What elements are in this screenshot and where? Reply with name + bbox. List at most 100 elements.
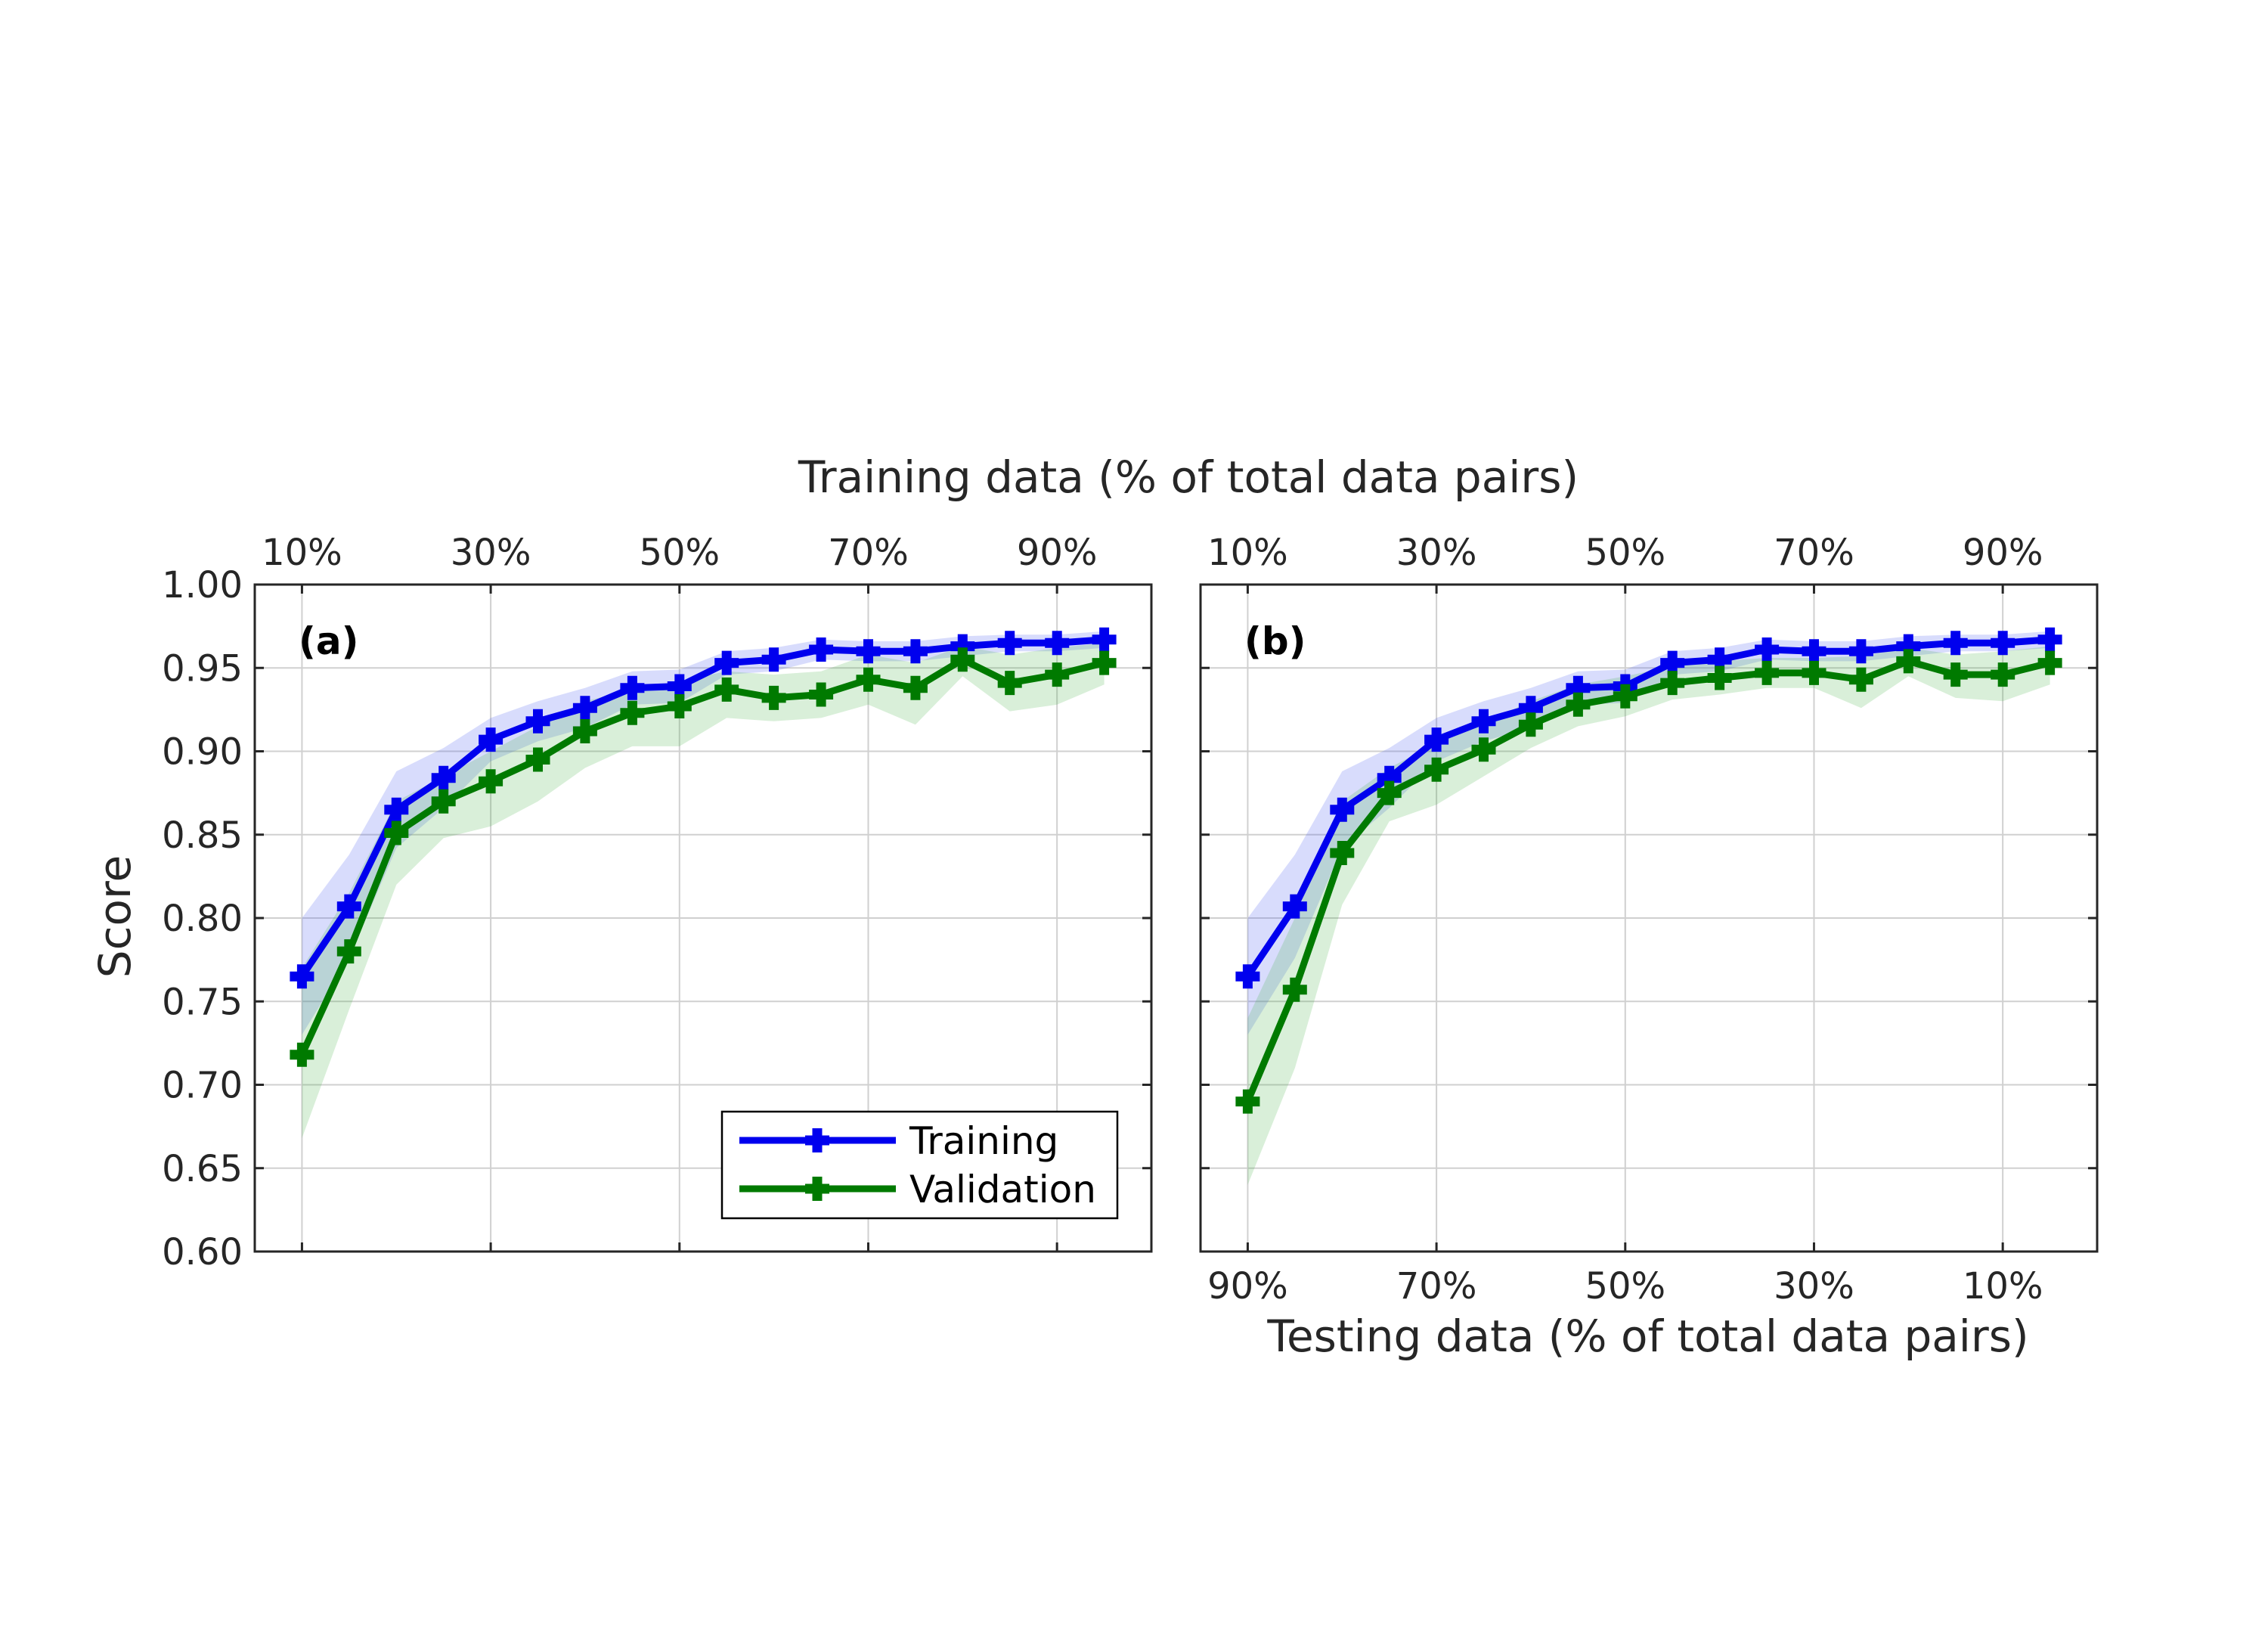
panel-a-top-tick-label-4: 90% [1017, 532, 1098, 574]
top-axis-title: Training data (% of total data pairs) [798, 451, 1579, 503]
panel-b-validation-point-4 [1424, 757, 1449, 782]
panel-b-training-point-7 [1566, 675, 1591, 700]
panel-a-validation-point-8 [667, 694, 692, 718]
y-axis-title: Score [89, 855, 141, 978]
panel-a-top-tick-label-1: 30% [451, 532, 531, 574]
panel-a-training-point-12 [856, 639, 881, 664]
panel-b-validation-point-14 [1896, 649, 1921, 674]
panel-b-top-tick-label-0: 10% [1207, 532, 1288, 574]
panel-a-training-point-2 [384, 797, 409, 822]
panel-b-validation-point-8 [1613, 684, 1637, 709]
panel-a-training-point-10 [761, 647, 786, 672]
panel-a-validation-point-1 [336, 939, 361, 964]
panel-a-training-point-15 [997, 631, 1022, 656]
panel-b-training-point-16 [1991, 631, 2015, 656]
panel-a-training-point-4 [479, 727, 503, 752]
panel-a-validation-band [302, 643, 1105, 1139]
panel-a-validation-point-4 [479, 769, 503, 794]
panel-b-validation-point-10 [1707, 665, 1732, 690]
panel-b-training-point-3 [1377, 765, 1402, 790]
panel-a-y-tick-label-5: 0.85 [162, 814, 243, 857]
panel-a-validation-point-14 [950, 647, 975, 672]
panel-a-validation-point-15 [997, 671, 1022, 696]
panel-b-label: (b) [1244, 619, 1306, 663]
panel-b-validation-point-0 [1235, 1089, 1260, 1114]
panel-a-validation-point-9 [714, 677, 739, 702]
panel-a-top-tick-label-3: 70% [828, 532, 909, 574]
panel-a-validation-point-5 [525, 747, 550, 772]
panel-a-validation-point-2 [384, 820, 409, 845]
panel-b-training-point-1 [1282, 894, 1307, 919]
panel-b-top-tick-label-4: 90% [1963, 532, 2043, 574]
legend-validation-label: Validation [909, 1168, 1096, 1211]
panel-a-top-tick-label-0: 10% [262, 532, 342, 574]
panel-a-y-tick-label-2: 0.70 [162, 1065, 243, 1107]
panel-b-training-point-9 [1660, 650, 1685, 675]
legend-training-marker [805, 1128, 829, 1152]
panel-a-validation-point-3 [431, 789, 456, 814]
panel-a-training-point-7 [620, 675, 645, 700]
panel-b-training-point-12 [1802, 639, 1826, 664]
panel-a-validation-point-17 [1092, 650, 1117, 675]
panel-b-validation-point-16 [1991, 662, 2015, 687]
panel-b-training-point-11 [1755, 637, 1780, 662]
panel-b-validation-band [1247, 646, 2050, 1185]
legend-box [720, 1110, 1119, 1220]
panel-a-y-tick-label-0: 0.60 [162, 1231, 243, 1273]
legend: Training Validation [720, 1110, 1119, 1220]
panel-a-validation-point-10 [761, 685, 786, 710]
panel-b-validation-point-9 [1660, 671, 1685, 696]
panel-b-training-point-6 [1518, 696, 1543, 721]
panel-b-training-point-2 [1330, 797, 1355, 822]
panel-a-training-point-3 [431, 765, 456, 790]
panel-b-validation-point-5 [1471, 737, 1496, 762]
panel-b-validation-point-2 [1330, 841, 1355, 865]
panel-b-validation-point-6 [1518, 712, 1543, 737]
panel-a-training-point-6 [572, 696, 597, 721]
panel-b-training-point-4 [1424, 727, 1449, 752]
panel-b-bottom-tick-label-0: 90% [1207, 1265, 1288, 1307]
panel-b-bottom-tick-label-4: 10% [1963, 1265, 2043, 1307]
panel-a-validation-point-16 [1045, 662, 1070, 687]
panel-a-y-tick-label-3: 0.75 [162, 981, 243, 1023]
panel-b-validation-point-12 [1802, 660, 1826, 685]
panel-b-top-tick-label-3: 70% [1774, 532, 1854, 574]
panel-b-validation-point-13 [1848, 667, 1873, 692]
panel-a-training-point-14 [950, 634, 975, 659]
panel-a-training-point-17 [1092, 627, 1117, 652]
panel-b-bottom-tick-label-1: 70% [1396, 1265, 1477, 1307]
panel-a-training-point-5 [525, 709, 550, 734]
panel-a-top-tick-label-2: 50% [639, 532, 720, 574]
panel-a-y-tick-label-7: 0.95 [162, 647, 243, 690]
panel-b-bottom-tick-label-3: 30% [1774, 1265, 1854, 1307]
panel-b-validation-point-11 [1755, 660, 1780, 685]
panel-b-training-point-14 [1896, 634, 1921, 659]
panel-a-y-tick-label-4: 0.80 [162, 898, 243, 940]
panel-b-validation-point-1 [1282, 977, 1307, 1002]
panel-b-training-point-10 [1707, 647, 1732, 672]
panel-b-validation-point-3 [1377, 780, 1402, 805]
panel-b-plot: 10% 30% 50% 70% 90% 90% 70% 50% 30% 10% (b) [1199, 532, 2099, 1307]
legend-validation-marker [805, 1177, 829, 1201]
panel-a-training-point-16 [1045, 631, 1070, 656]
panel-b-training-point-17 [2037, 627, 2062, 652]
panel-a-validation-point-6 [572, 719, 597, 743]
panel-a-plot: 10% 30% 50% 70% 90% 0.60 0.65 0.70 0.75 0.80 0.85 0… [162, 532, 1153, 1273]
panel-b-validation-point-17 [2037, 650, 2062, 675]
panel-a-validation-point-12 [856, 667, 881, 692]
panel-b-top-tick-label-2: 50% [1585, 532, 1665, 574]
panel-a-validation-point-0 [290, 1042, 314, 1067]
legend-training-label: Training [909, 1119, 1058, 1163]
panel-a-training-point-1 [336, 894, 361, 919]
bottom-axis-title: Testing data (% of total data pairs) [1266, 1311, 2028, 1362]
panel-b-training-point-0 [1235, 964, 1260, 989]
panel-a-label: (a) [299, 619, 358, 663]
panel-b-bottom-tick-label-2: 50% [1585, 1265, 1665, 1307]
panel-a-training-point-8 [667, 674, 692, 699]
panel-b-top-tick-label-1: 30% [1396, 532, 1477, 574]
panel-a-training-point-0 [290, 964, 314, 989]
panel-a-training-point-9 [714, 650, 739, 675]
panel-b-validation-point-7 [1566, 692, 1591, 717]
panel-a-training-point-13 [903, 639, 928, 664]
panel-a-y-tick-label-8: 1.00 [162, 564, 243, 606]
